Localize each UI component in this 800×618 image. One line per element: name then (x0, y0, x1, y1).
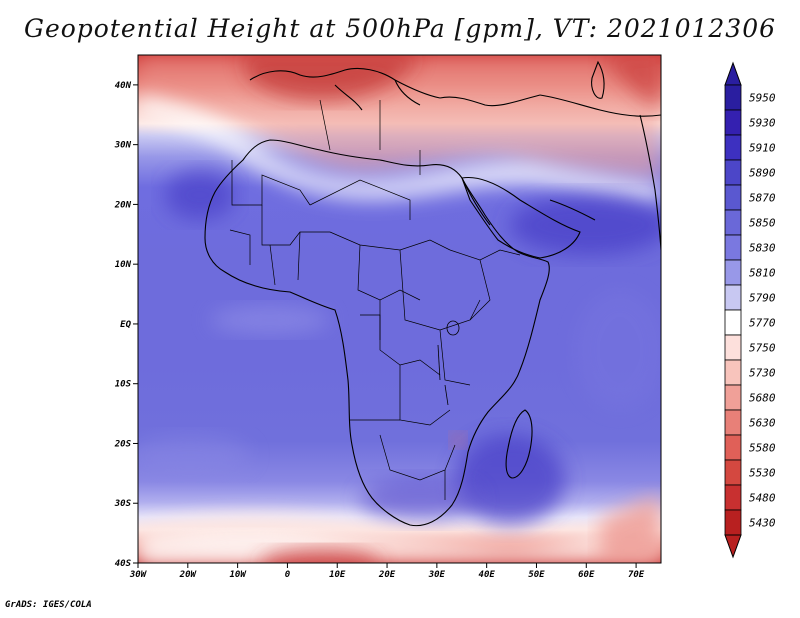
colorbar-label: 5830 (749, 242, 776, 255)
lon-tick-label: 20W (179, 570, 198, 580)
map-title: Geopotential Height at 500hPa [gpm], VT:… (23, 14, 777, 43)
colorbar-swatch (724, 384, 742, 411)
lon-tick-label: 70E (628, 570, 645, 580)
colorbar-swatch (724, 334, 742, 361)
lat-tick-label: 40N (115, 81, 132, 91)
credit-text: GrADS: IGES/COLA (5, 600, 92, 610)
colorbar-min-arrow (724, 534, 742, 559)
coastlines (204, 60, 661, 527)
colorbar-label: 5850 (749, 217, 776, 230)
lat-tick-label: EQ (120, 320, 131, 330)
colorbar-swatch (724, 509, 742, 536)
lon-tick-label: 60E (578, 570, 595, 580)
colorbar-label: 5680 (749, 392, 776, 405)
colorbar-label: 5910 (749, 142, 776, 155)
lon-tick-label: 0 (285, 570, 291, 580)
colorbar-label: 5530 (749, 467, 776, 480)
colorbar: 5950 5930 5910 5890 5870 5850 5830 5810 5790 5770… (724, 61, 776, 559)
lat-tick-label: 10S (115, 380, 132, 390)
colorbar-swatch (724, 184, 742, 211)
colorbar-swatch (724, 259, 742, 286)
colorbar-label: 5950 (749, 92, 776, 105)
colorbar-swatch (724, 234, 742, 261)
lat-tick-label: 30N (114, 141, 132, 151)
longitude-axis: 30W 20W 10W 0 10E 20E 30E 40E 50E 60E 70E (129, 563, 645, 580)
colorbar-swatch (724, 409, 742, 436)
colorbar-label: 5770 (749, 317, 776, 330)
colorbar-swatch (724, 359, 742, 386)
colorbar-label: 5480 (749, 492, 776, 505)
colorbar-label: 5750 (749, 342, 776, 355)
colorbar-swatch (724, 209, 742, 236)
colorbar-label: 5430 (749, 517, 776, 530)
latitude-axis: 40N 30N 20N 10N EQ 10S 20S 30S 40S (114, 81, 138, 569)
lon-tick-label: 20E (378, 570, 396, 580)
lon-tick-label: 10W (229, 570, 247, 580)
colorbar-swatch (724, 109, 742, 136)
colorbar-swatch (724, 459, 742, 486)
lat-tick-label: 20S (114, 439, 132, 449)
lon-tick-label: 30W (129, 570, 148, 580)
colorbar-max-arrow (724, 61, 742, 86)
colorbar-label: 5890 (749, 167, 776, 180)
colorbar-swatch (724, 434, 742, 461)
lakes (437, 320, 460, 406)
colorbar-label: 5930 (749, 117, 776, 130)
lat-tick-label: 20N (114, 200, 132, 210)
lon-tick-label: 40E (479, 570, 496, 580)
colorbar-label: 5790 (749, 292, 776, 305)
country-borders (229, 99, 521, 500)
colorbar-label: 5810 (749, 267, 776, 280)
colorbar-swatch (724, 84, 742, 111)
colorbar-label: 5730 (749, 367, 776, 380)
lat-tick-label: 10N (115, 260, 132, 270)
lat-tick-label: 30S (114, 499, 132, 509)
colorbar-swatch (724, 484, 742, 511)
colorbar-swatch (724, 284, 742, 311)
colorbar-label: 5580 (749, 442, 776, 455)
lon-tick-label: 10E (329, 570, 346, 580)
lon-tick-label: 30E (428, 570, 446, 580)
colorbar-label: 5870 (749, 192, 776, 205)
colorbar-swatch (724, 159, 742, 186)
map-frame (137, 54, 662, 564)
lon-tick-label: 50E (528, 570, 545, 580)
height-field (138, 55, 661, 563)
colorbar-swatch (724, 134, 742, 161)
lat-tick-label: 40S (115, 559, 132, 569)
colorbar-swatch (724, 309, 742, 336)
colorbar-label: 5630 (749, 417, 776, 430)
